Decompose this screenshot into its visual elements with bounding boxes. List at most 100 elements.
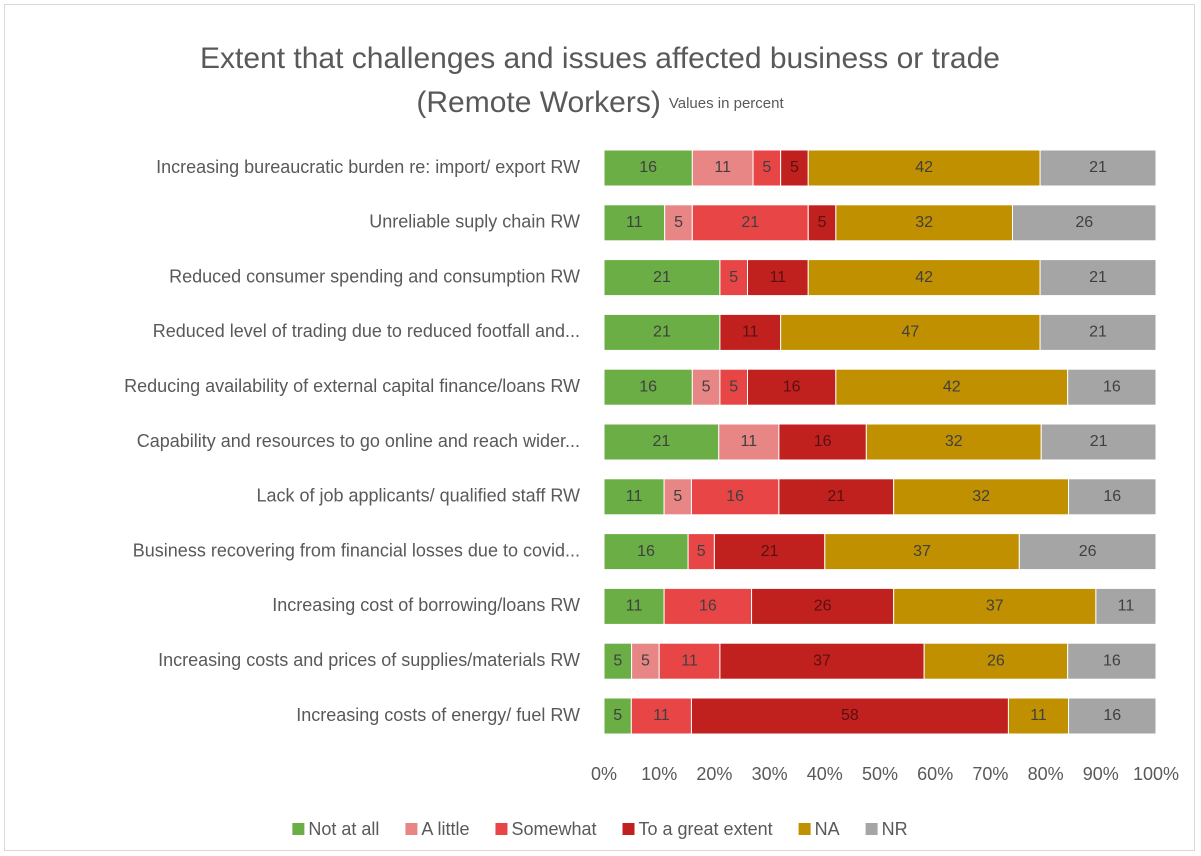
data-label: 42 [915,269,933,286]
data-label: 26 [814,598,832,615]
data-label: 5 [702,378,711,395]
data-label: 21 [1089,324,1107,341]
bar-segment [690,697,1009,735]
data-label: 5 [613,707,622,724]
bar-segment [824,533,1020,571]
y-tick-label: Lack of job applicants/ qualified staff … [256,486,580,506]
data-label: 16 [1103,378,1121,395]
legend-label: NR [882,819,908,839]
bar-segment [807,149,1041,187]
data-label: 21 [1090,433,1108,450]
legend-swatch [292,823,305,835]
data-label: 16 [699,598,717,615]
legend-label: A little [421,819,469,839]
bar-segment [603,478,665,516]
y-tick-label: Increasing costs and prices of supplies/… [158,650,580,670]
data-label: 11 [770,269,787,286]
y-tick-label: Unreliable suply chain RW [369,212,580,232]
data-label: 16 [814,433,832,450]
bar-segment [778,478,895,516]
y-tick-label: Increasing cost of borrowing/loans RW [272,595,580,615]
data-label: 5 [613,652,622,669]
bar-segment [747,259,809,297]
chart-title: (Remote Workers) [416,86,660,119]
data-label: 11 [626,598,643,615]
data-label: 21 [827,488,845,505]
bar-segment [691,204,809,242]
data-label: 11 [741,433,758,450]
data-label: 21 [1089,269,1107,286]
bar-segment [1011,204,1157,242]
bar-segment [687,533,715,571]
data-label: 21 [1089,159,1107,176]
x-tick-label: 100% [1133,764,1179,784]
legend-swatch [622,823,635,835]
bar-segment [1018,533,1157,571]
bar-segment [751,587,895,625]
bar-segment [807,259,1041,297]
bar-segment [1040,423,1157,461]
data-label: 21 [653,324,671,341]
chart-subtitle: Values in percent [669,95,785,112]
legend-label: NA [815,819,840,839]
data-label: 5 [729,269,738,286]
bar-segment [603,368,693,406]
bar-segment [1039,149,1157,187]
data-label: 16 [639,159,657,176]
y-tick-label: Reducing availability of external capita… [124,376,580,396]
bar-segment [835,368,1069,406]
data-label: 11 [626,488,643,505]
bar-segment [780,149,809,187]
data-label: 11 [714,159,731,176]
data-label: 47 [901,324,919,341]
legend-label: Somewhat [511,819,596,839]
y-tick-label: Capability and resources to go online an… [137,431,580,451]
x-tick-label: 50% [862,764,898,784]
bar-segment [778,423,867,461]
data-label: 16 [639,378,657,395]
data-label: 21 [741,214,759,231]
bar-segment [1095,587,1157,625]
data-label: 5 [697,543,706,560]
bar-segment [1039,259,1157,297]
bar-segment [603,259,721,297]
legend-label: Not at all [308,819,379,839]
bar-segment [658,642,721,680]
data-label: 37 [986,598,1004,615]
chart-title: Extent that challenges and issues affect… [200,42,1000,75]
bar-segment [663,478,692,516]
data-label: 5 [729,378,738,395]
data-label: 42 [943,378,961,395]
data-label: 16 [1103,488,1121,505]
data-label: 21 [652,433,670,450]
data-label: 58 [841,707,859,724]
x-tick-label: 70% [972,764,1008,784]
data-label: 5 [762,159,771,176]
bar-segment [835,204,1013,242]
x-tick-label: 20% [696,764,732,784]
data-label: 16 [1103,652,1121,669]
bar-segment [631,642,660,680]
bar-segment [663,587,753,625]
bar-segment [603,587,665,625]
y-tick-label: Increasing bureaucratic burden re: impor… [156,157,580,177]
bar-segment [691,149,754,187]
bar-segment [1067,642,1157,680]
data-label: 32 [915,214,933,231]
data-label: 11 [1118,598,1135,615]
bar-segment [603,533,689,571]
bar-segment [603,204,666,242]
data-label: 5 [818,214,827,231]
bar-segment [923,642,1069,680]
bar-segment [1039,313,1157,351]
bar-segment [691,368,721,406]
title-line: (Remote Workers) Values in percent [416,86,784,119]
bar-segment [1007,697,1070,735]
data-label: 26 [987,652,1005,669]
data-label: 21 [761,543,779,560]
legend-swatch [405,823,418,835]
data-label: 5 [674,214,683,231]
bar-segment [719,313,782,351]
y-tick-label: Reduced level of trading due to reduced … [153,321,580,341]
